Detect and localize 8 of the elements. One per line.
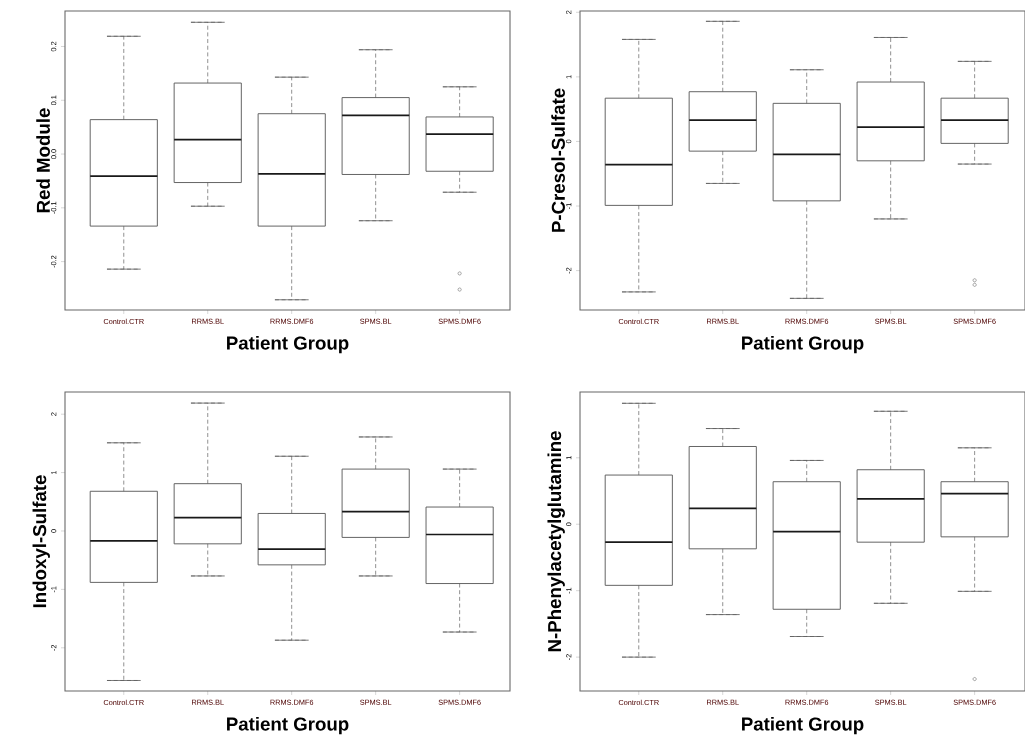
y-axis-title: Indoxyl-Sulfate [32, 475, 50, 608]
y-axis-title: P-Cresol-Sulfate [551, 88, 565, 232]
x-axis-title: Patient Group [227, 716, 349, 735]
x-axis-title: Patient Group [742, 335, 864, 354]
x-axis-title: Patient Group [227, 335, 349, 354]
x-axis-title: Patient Group [742, 716, 864, 735]
y-axis-title: Red Module [36, 108, 50, 213]
y-axis-title: N-Phenylacetylglutamine [547, 431, 565, 652]
